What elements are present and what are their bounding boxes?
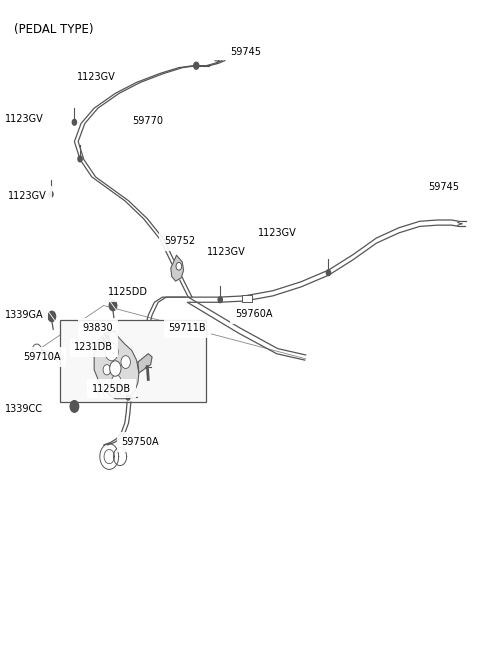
Circle shape bbox=[194, 62, 199, 69]
Bar bbox=[242, 295, 252, 302]
Text: 59760A: 59760A bbox=[235, 309, 273, 319]
Circle shape bbox=[176, 262, 181, 270]
Text: 1125DD: 1125DD bbox=[108, 287, 148, 297]
Text: 59750A: 59750A bbox=[121, 438, 159, 447]
Text: 59770: 59770 bbox=[132, 116, 163, 126]
Circle shape bbox=[103, 365, 110, 375]
Polygon shape bbox=[138, 354, 152, 373]
Text: 59711B: 59711B bbox=[168, 323, 206, 333]
Circle shape bbox=[326, 270, 331, 276]
Text: 1123GV: 1123GV bbox=[5, 114, 43, 124]
Text: 1123GV: 1123GV bbox=[77, 72, 115, 82]
Polygon shape bbox=[94, 331, 139, 399]
Circle shape bbox=[48, 312, 56, 321]
Text: 1125DB: 1125DB bbox=[92, 384, 131, 394]
Text: 1123GV: 1123GV bbox=[8, 190, 47, 201]
Text: 59745: 59745 bbox=[230, 47, 262, 56]
Text: 1123GV: 1123GV bbox=[207, 247, 246, 257]
Circle shape bbox=[218, 297, 222, 302]
Circle shape bbox=[121, 356, 131, 369]
Text: 1231DB: 1231DB bbox=[74, 342, 113, 352]
Circle shape bbox=[49, 192, 53, 197]
Text: 1339CC: 1339CC bbox=[5, 404, 43, 414]
Polygon shape bbox=[171, 255, 183, 281]
Circle shape bbox=[72, 119, 76, 125]
Circle shape bbox=[103, 335, 109, 344]
Circle shape bbox=[111, 375, 121, 388]
Circle shape bbox=[109, 300, 117, 311]
Circle shape bbox=[126, 395, 130, 400]
Text: 93830: 93830 bbox=[83, 323, 113, 333]
Circle shape bbox=[105, 343, 118, 361]
Text: 1123GV: 1123GV bbox=[258, 228, 297, 238]
Text: 1339GA: 1339GA bbox=[5, 310, 43, 320]
Text: 59745: 59745 bbox=[428, 182, 459, 192]
Circle shape bbox=[32, 344, 41, 357]
Text: 59752: 59752 bbox=[164, 236, 195, 246]
Circle shape bbox=[70, 401, 79, 412]
Circle shape bbox=[110, 361, 121, 377]
Bar bbox=[60, 319, 206, 402]
Circle shape bbox=[78, 156, 82, 162]
Text: (PEDAL TYPE): (PEDAL TYPE) bbox=[14, 23, 94, 35]
Text: 59710A: 59710A bbox=[24, 352, 61, 362]
